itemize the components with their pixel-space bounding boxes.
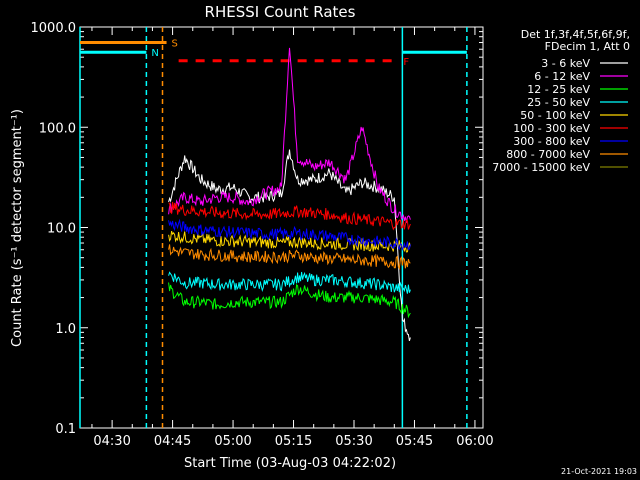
- legend-entry-label: 100 - 300 keV: [513, 122, 590, 135]
- series-line: [168, 201, 411, 231]
- y-tick-label: 0.1: [55, 422, 76, 437]
- legend-entry-label: 800 - 7000 keV: [506, 148, 590, 161]
- y-tick-label: 1000.0: [31, 21, 77, 36]
- x-tick-label: 06:00: [456, 434, 493, 449]
- x-axis-label: Start Time (03-Aug-03 04:22:02): [184, 456, 396, 471]
- x-tick-label: 04:45: [154, 434, 191, 449]
- legend-header-line-2: FDecim 1, Att 0: [545, 40, 630, 53]
- legend-entry-label: 7000 - 15000 keV: [492, 161, 590, 174]
- series-line: [168, 244, 411, 270]
- x-tick-label: 05:45: [396, 434, 433, 449]
- series-line: [168, 47, 411, 223]
- annotation-label: F: [403, 57, 409, 68]
- legend-entry-label: 300 - 800 keV: [513, 135, 590, 148]
- x-tick-label: 05:15: [275, 434, 312, 449]
- legend-entry-label: 12 - 25 keV: [527, 83, 590, 96]
- series-line: [168, 230, 411, 253]
- legend-entry-label: 3 - 6 keV: [541, 57, 590, 70]
- x-tick-label: 05:30: [335, 434, 372, 449]
- series-line: [168, 282, 411, 319]
- axis-ticks: 04:30 04:45 05:00 05:15 05:30 05:45 06:00 0.1 1.…: [31, 21, 494, 449]
- attenuator-annotations: S N F: [80, 39, 467, 68]
- chart-title: RHESSI Count Rates: [205, 3, 356, 21]
- series-line: [168, 149, 411, 342]
- series-lines: [168, 47, 411, 342]
- y-tick-label: 10.0: [47, 222, 76, 237]
- series-line: [168, 271, 411, 294]
- legend: Det 1f,3f,4f,5f,6f,9f, FDecim 1, Att 0 3…: [492, 28, 630, 174]
- legend-header-line-1: Det 1f,3f,4f,5f,6f,9f,: [521, 28, 630, 41]
- legend-entry-label: 6 - 12 keV: [534, 70, 590, 83]
- y-tick-label: 1.0: [55, 322, 76, 337]
- x-tick-label: 04:30: [93, 434, 130, 449]
- x-tick-label: 05:00: [214, 434, 251, 449]
- annotation-label: N: [151, 48, 158, 59]
- legend-entry-label: 25 - 50 keV: [527, 96, 590, 109]
- footer-timestamp: 21-Oct-2021 19:03: [561, 467, 637, 476]
- plot-frame: [79, 26, 484, 429]
- series-line: [168, 218, 411, 252]
- y-tick-label: 100.0: [39, 121, 76, 136]
- legend-entry-label: 50 - 100 keV: [520, 109, 590, 122]
- y-axis-label: Count Rate (s⁻¹ detector segment⁻¹): [10, 109, 25, 347]
- annotation-label: S: [172, 39, 178, 50]
